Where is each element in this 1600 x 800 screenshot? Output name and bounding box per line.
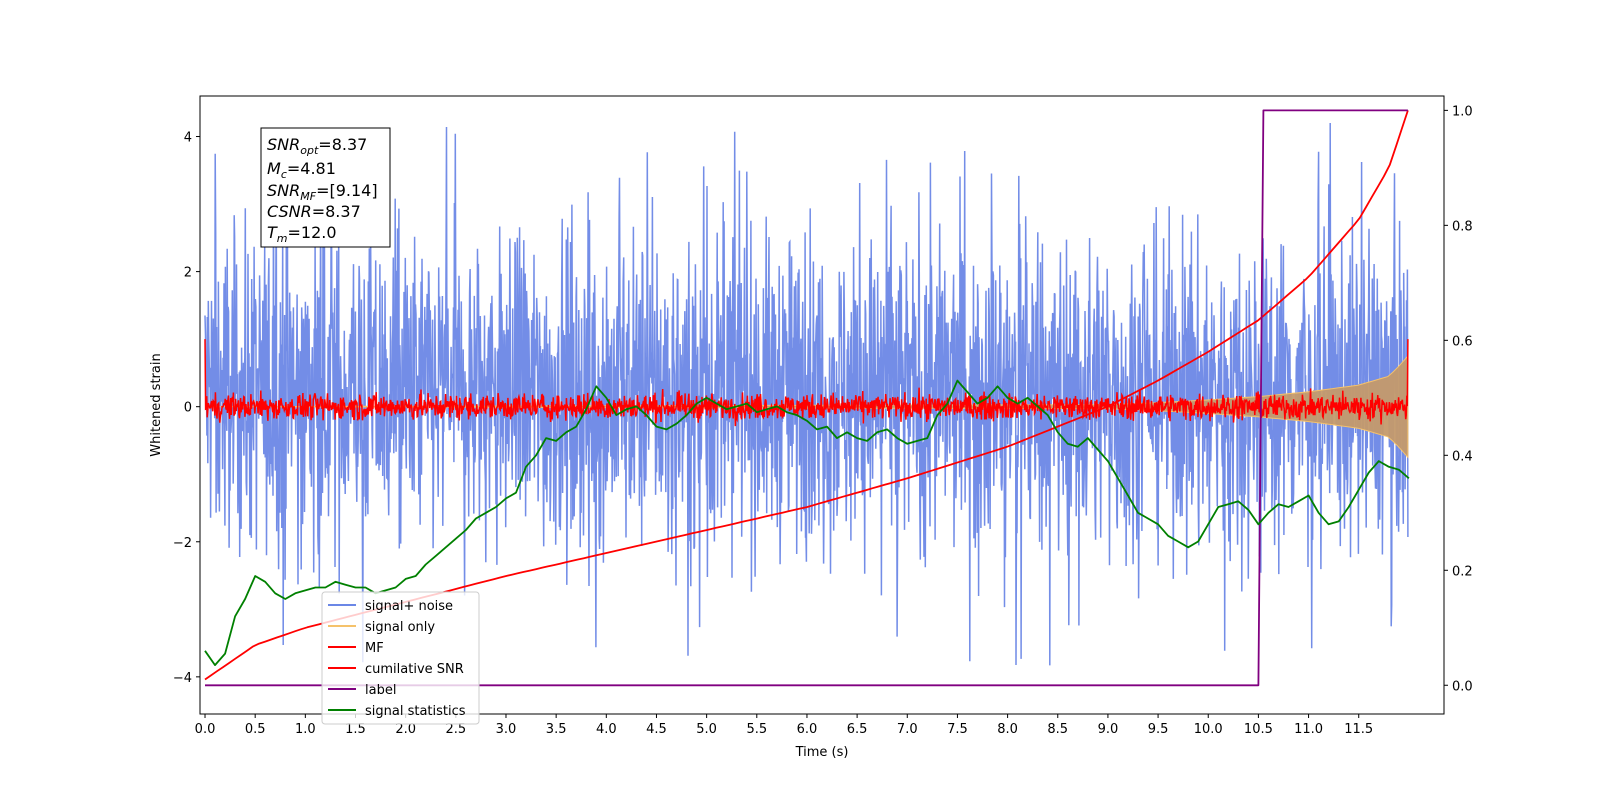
legend-label-cumilative-snr: cumilative SNR [365,662,464,677]
x-tick-label: 6.0 [797,722,818,737]
x-tick-label: 3.5 [546,722,567,737]
x-tick-label: 9.0 [1098,722,1119,737]
x-tick-label: 7.5 [947,722,968,737]
legend-frame [321,591,480,725]
legend-label-mf: MF [365,641,384,656]
y-axis-label: Whitened strain [149,353,164,456]
annotation-snr-opt: SNRopt=8.37 [267,135,367,157]
x-tick-label: 6.5 [847,722,868,737]
x-tick-label: 4.0 [596,722,617,737]
y-tick-label: −2 [173,536,192,551]
legend-label-label: label [365,683,396,698]
legend: signal+ noise signal only MF cumilative SNR… [321,591,480,725]
x-tick-label: 11.0 [1294,722,1323,737]
y2-tick-label: 0.0 [1452,679,1473,694]
x-tick-label: 7.0 [897,722,918,737]
x-tick-label: 9.5 [1148,722,1169,737]
y2-tick-label: 0.2 [1452,564,1473,579]
x-tick-label: 10.0 [1194,722,1223,737]
y2-tick-label: 0.8 [1452,219,1473,234]
x-tick-label: 1.5 [345,722,366,737]
x-axis-label: Time (s) [795,745,849,760]
x-tick-label: 3.0 [496,722,517,737]
y-tick-label: −4 [173,671,192,686]
y2-tick-label: 0.6 [1452,334,1473,349]
y2-tick-label: 1.0 [1452,104,1473,119]
plot-area [204,109,1410,687]
x-tick-label: 11.5 [1344,722,1373,737]
legend-label-signal-noise: signal+ noise [365,599,453,614]
x-axis: 0.0 0.5 1.0 1.5 2.0 2.5 3.0 3.5 4.0 4.5 5.0 5.5 6.0 6… [195,714,1373,737]
x-tick-label: 1.0 [295,722,316,737]
x-tick-label: 8.5 [1047,722,1068,737]
x-tick-label: 5.5 [746,722,767,737]
y-tick-label: 0 [184,401,192,416]
legend-label-signal-statistics: signal statistics [365,704,466,719]
annotation-mc: Mc=4.81 [267,159,336,181]
plot-frame [199,95,1445,715]
legend-label-signal-only: signal only [365,620,435,635]
x-tick-label: 10.5 [1244,722,1273,737]
y2-axis: 0.0 0.2 0.4 0.6 0.8 1.0 [1444,104,1473,694]
x-tick-label: 4.5 [646,722,667,737]
x-tick-label: 0.0 [195,722,216,737]
x-tick-label: 0.5 [245,722,266,737]
y-tick-label: 2 [184,266,192,281]
y-tick-label: 4 [184,131,192,146]
annotation-frame [260,127,391,248]
annotation-box: SNRopt=8.37 Mc=4.81 SNRMF=[9.14] CSNR=8.… [260,127,391,248]
y-axis: −4 −2 0 2 4 [173,131,200,686]
series-line-signal-statistics [204,379,1410,666]
annotation-csnr: CSNR=8.37 [267,202,361,221]
series-line-label [205,109,1408,687]
series-line-signal-noise [204,122,1409,666]
y2-tick-label: 0.4 [1452,449,1473,464]
x-tick-label: 8.0 [997,722,1018,737]
x-tick-label: 5.0 [696,722,717,737]
annotation-tm: Tm=12.0 [267,223,337,245]
annotation-snr-mf: SNRMF=[9.14] [267,181,378,203]
x-tick-label: 2.5 [445,722,466,737]
x-tick-label: 2.0 [395,722,416,737]
series-line-mf [204,339,1409,427]
